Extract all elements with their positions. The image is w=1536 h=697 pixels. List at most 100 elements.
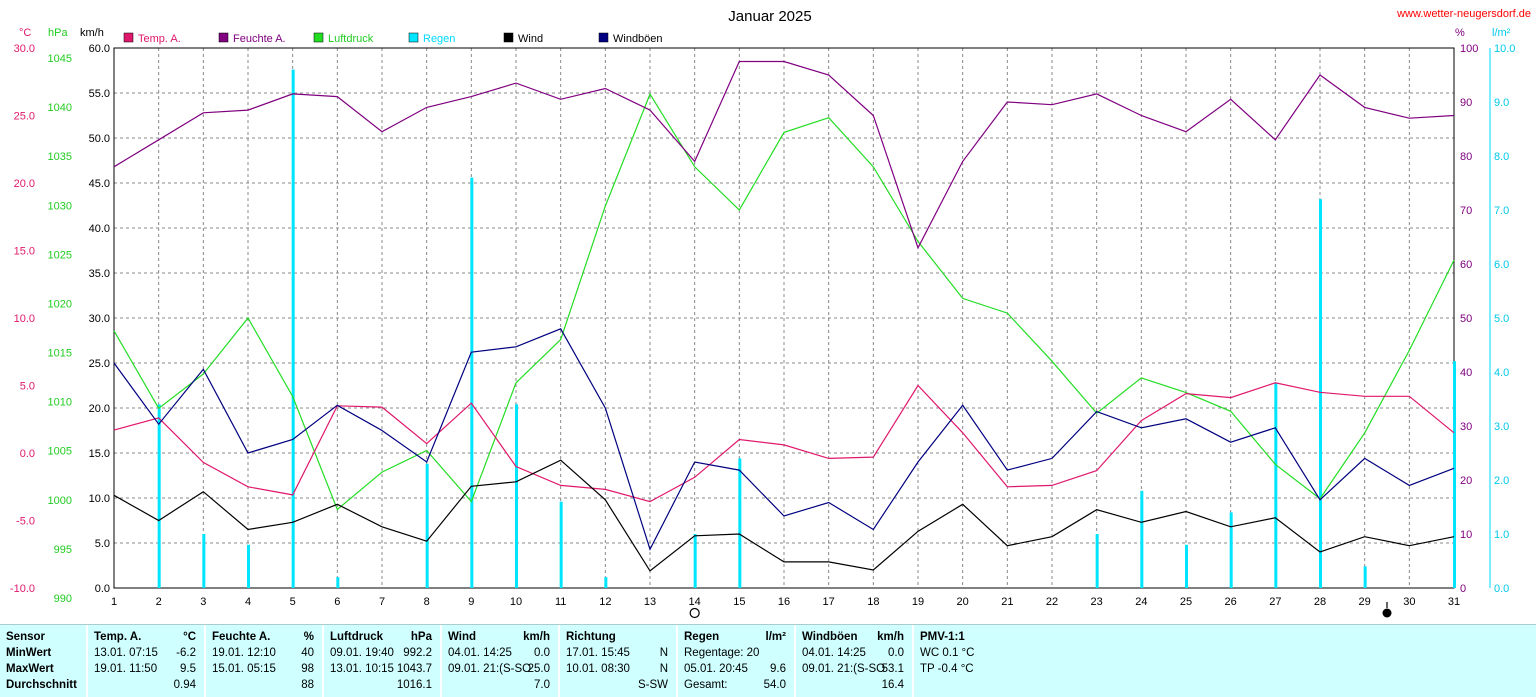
x-tick-6: 6 <box>334 596 340 608</box>
rain-tick: 9.0 <box>1494 97 1509 109</box>
legend-swatch-rain <box>408 32 419 43</box>
legend-swatch-temp <box>123 32 134 43</box>
x-tick-4: 4 <box>245 596 251 608</box>
hum-max-value: 98 <box>301 663 314 675</box>
rain-bar-8 <box>425 463 429 588</box>
temp-max-value: 9.5 <box>180 663 196 675</box>
pressure-tick: 1030 <box>48 200 72 212</box>
rain-bar-25 <box>1185 544 1188 588</box>
legend-swatch-hum <box>218 32 229 43</box>
gust-unit: km/h <box>877 631 904 643</box>
legend-label-rain: Regen <box>423 33 455 45</box>
gust-average: 16.4 <box>881 679 904 691</box>
x-tick-29: 29 <box>1359 596 1371 608</box>
humidity-tick: 90 <box>1460 97 1472 109</box>
x-tick-27: 27 <box>1269 596 1281 608</box>
pressure-tick: 1040 <box>48 102 72 114</box>
rain-unit: l/m² <box>765 631 786 643</box>
rain-tick: 7.0 <box>1494 205 1509 217</box>
x-tick-8: 8 <box>424 596 430 608</box>
axis-unit-labels: °C hPa km/h% l/m² <box>19 27 1511 39</box>
row-label-max: MaxWert <box>6 663 54 675</box>
press-min-time: 09.01. 19:40 <box>330 647 394 659</box>
rain-tick: 4.0 <box>1494 367 1509 379</box>
x-tick-31: 31 <box>1448 596 1460 608</box>
humidity-tick: 20 <box>1460 475 1472 487</box>
rain-tick: 3.0 <box>1494 421 1509 433</box>
unit-wind: km/h <box>80 27 104 39</box>
x-tick-14: 14 <box>689 596 701 608</box>
rain-tick: 6.0 <box>1494 259 1509 271</box>
wind-max-time: 09.01. 21:(S-SO <box>448 663 532 675</box>
temp-tick: 0.0 <box>20 448 35 460</box>
rain-bar-6 <box>336 577 340 588</box>
row-label-avg: Durchschnitt <box>6 679 77 691</box>
x-tick-19: 19 <box>912 596 924 608</box>
stats-temp-column: Temp. A. °C 13.01. 07:15 -6.2 19.01. 11:50… <box>88 625 206 697</box>
pressure-tick: 1035 <box>48 151 72 163</box>
x-tick-15: 15 <box>733 596 745 608</box>
legend-swatch-press <box>313 32 324 43</box>
dir-header: Richtung <box>566 631 616 643</box>
x-tick-24: 24 <box>1135 596 1147 608</box>
press-min-value: 992.2 <box>403 647 432 659</box>
rain-tick: 8.0 <box>1494 151 1509 163</box>
rain-bar-29 <box>1363 566 1367 588</box>
pmv-header: PMV-1:1 <box>920 631 965 643</box>
stats-sensor-column: Sensor MinWert MaxWert Durchschnitt <box>0 625 88 697</box>
temp-max-time: 19.01. 11:50 <box>94 663 158 675</box>
rain-tick: 5.0 <box>1494 313 1509 325</box>
pressure-tick: 1005 <box>48 446 72 458</box>
temp-tick: 25.0 <box>14 111 35 123</box>
stats-pmv-column: PMV-1:1 WC 0.1 °C TP -0.4 °C <box>914 625 1536 697</box>
pressure-tick: 1020 <box>48 298 72 310</box>
legend-label-wind: Wind <box>518 33 543 45</box>
temp-unit: °C <box>183 631 196 643</box>
press-unit: hPa <box>410 631 432 643</box>
wind-tick: 20.0 <box>89 403 110 415</box>
pressure-tick: 995 <box>54 544 72 556</box>
pmv-wc: WC 0.1 °C <box>920 647 975 659</box>
temp-tick: 15.0 <box>14 246 35 258</box>
temp-tick: 20.0 <box>14 178 35 190</box>
rain-tick: 2.0 <box>1494 475 1509 487</box>
dir-max-time: 10.01. 08:30 <box>566 663 630 675</box>
hum-max-time: 15.01. 05:15 <box>212 663 276 675</box>
rain-bar-10 <box>515 404 518 588</box>
source-label: www.wetter-neugersdorf.de <box>1396 8 1531 20</box>
wind-header: Wind <box>448 631 476 643</box>
wind-unit: km/h <box>523 631 550 643</box>
humidity-tick: 100 <box>1460 43 1478 55</box>
x-tick-7: 7 <box>379 596 385 608</box>
x-tick-12: 12 <box>599 596 611 608</box>
wind-min-value: 0.0 <box>534 647 550 659</box>
series-line-hum <box>113 60 1455 250</box>
legend-label-press: Luftdruck <box>328 33 374 45</box>
series-line-wind <box>113 459 1455 572</box>
stats-humidity-column: Feuchte A.% 19.01. 12:10 40 15.01. 05:15 9… <box>206 625 324 697</box>
rain-bar-31 <box>1453 361 1456 588</box>
dir-min-value: N <box>659 647 668 659</box>
rain-header: Regen <box>684 631 720 643</box>
humidity-tick: 70 <box>1460 205 1472 217</box>
x-tick-5: 5 <box>290 596 296 608</box>
humidity-tick: 80 <box>1460 151 1472 163</box>
hum-header: Feuchte A. <box>212 631 271 643</box>
x-tick-18: 18 <box>867 596 879 608</box>
wind-tick: 0.0 <box>95 583 110 595</box>
hum-average: 88 <box>301 679 314 691</box>
x-tick-28: 28 <box>1314 596 1326 608</box>
gust-max-value: 53.1 <box>881 663 904 675</box>
stats-gust-column: Windböen km/h 04.01. 14:25 0.0 09.01. 21:(… <box>796 625 914 697</box>
dir-min-time: 17.01. 15:45 <box>566 647 630 659</box>
rain-bar-3 <box>202 534 206 588</box>
x-tick-22: 22 <box>1046 596 1058 608</box>
rain-bar-4 <box>247 544 250 588</box>
press-header: Luftdruck <box>330 631 384 643</box>
rain-bar-5 <box>291 69 295 589</box>
press-max-time: 13.01. 10:15 <box>330 663 394 675</box>
x-tick-1: 1 <box>111 596 117 608</box>
rain-bar-12 <box>604 577 608 588</box>
gust-min-time: 04.01. 14:25 <box>802 647 866 659</box>
wind-min-time: 04.01. 14:25 <box>448 647 512 659</box>
